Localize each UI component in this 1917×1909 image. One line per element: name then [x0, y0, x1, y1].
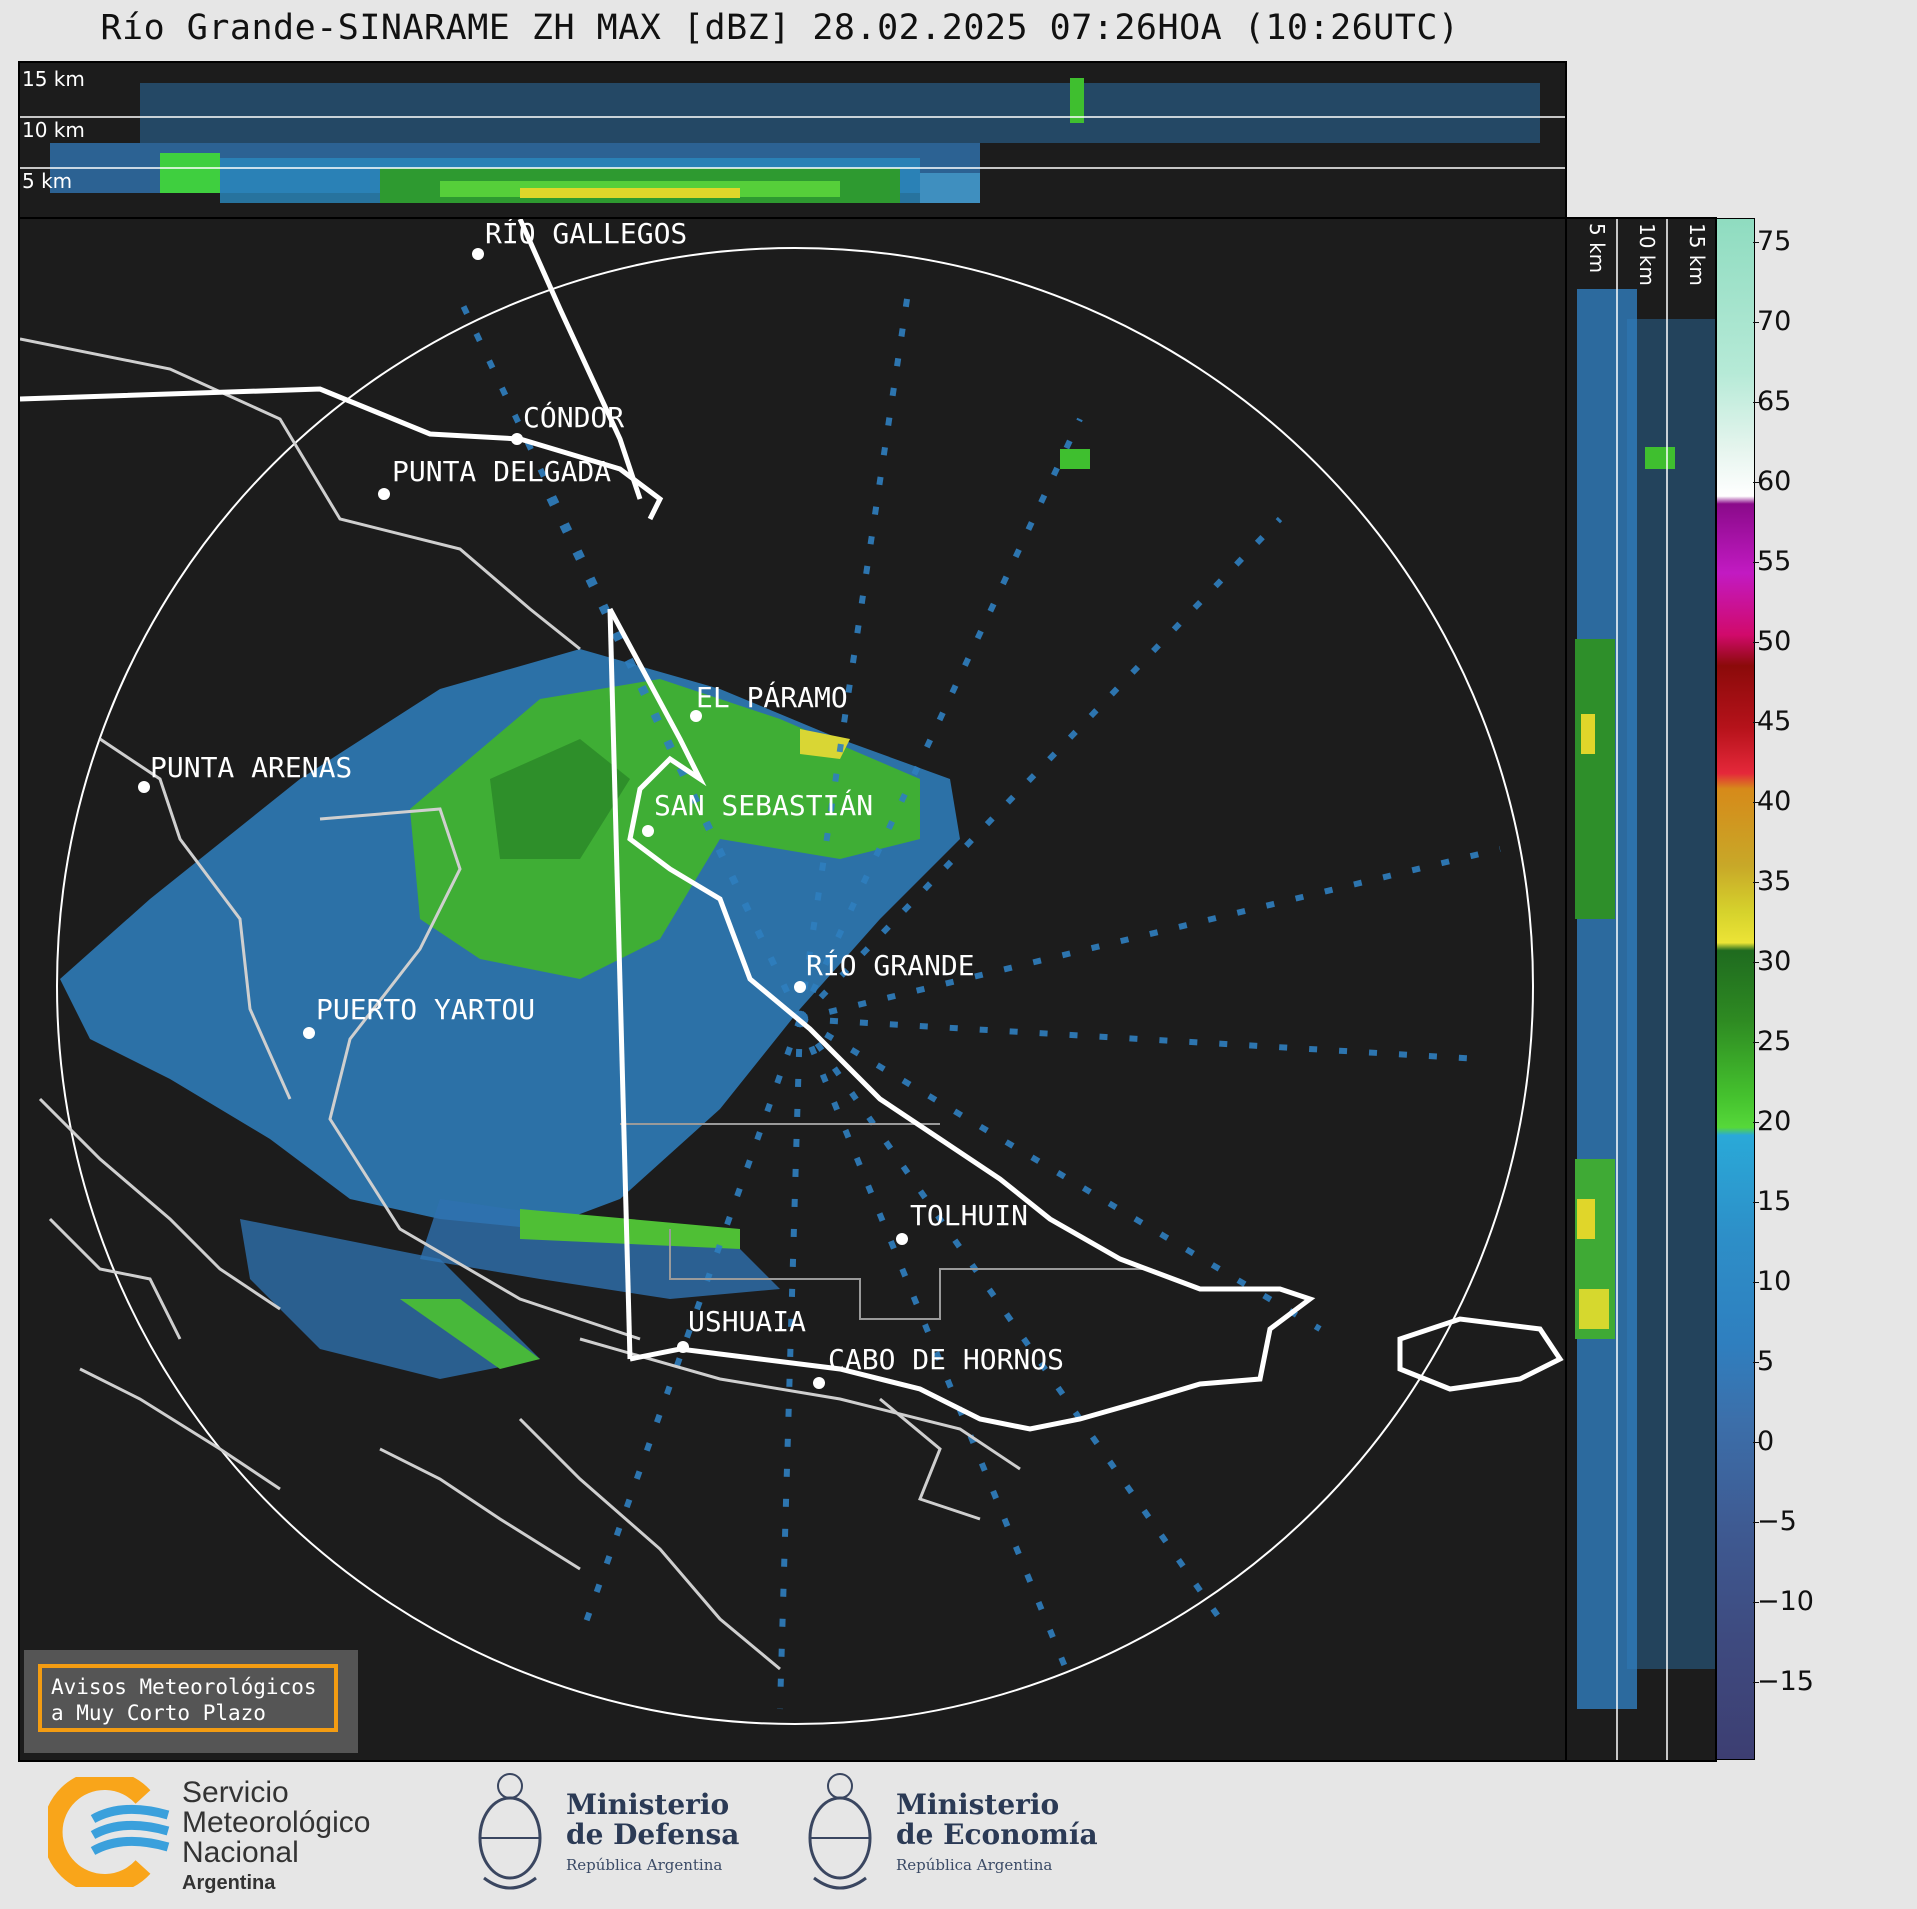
colorbar-tick: 60: [1752, 466, 1792, 497]
smn-logo-text: Servicio Meteorológico Nacional Argentin…: [182, 1778, 370, 1898]
city-label-condor: CÓNDOR: [523, 400, 624, 434]
colorbar-tick: 75: [1752, 226, 1792, 257]
city-dot-condor: [511, 433, 523, 445]
city-dot-ushuaia: [677, 1341, 689, 1353]
notice-line-2: a Muy Corto Plazo: [51, 1701, 266, 1725]
city-label-punta-delgada: PUNTA DELGADA: [392, 455, 611, 488]
colorbar-tick: 20: [1752, 1106, 1792, 1137]
city-label-el-paramo: EL PÁRAMO: [696, 680, 848, 714]
side-altitude-label-5km: 5 km: [1585, 223, 1609, 274]
defensa-line-2: de Defensa: [566, 1818, 740, 1851]
city-label-rio-grande: RÍO GRANDE: [806, 948, 975, 982]
radar-map: RÍO GALLEGOS CÓNDOR PUNTA DELGADA EL PÁR…: [20, 219, 1564, 1725]
economia-line-1: Ministerio: [896, 1788, 1060, 1821]
coastlines: [20, 337, 1021, 1671]
colorbar-tick: 70: [1752, 306, 1792, 337]
colorbar-tick: 45: [1752, 706, 1792, 737]
smn-line-1: Servicio: [182, 1776, 289, 1809]
side-altitude-label-10km: 10 km: [1635, 223, 1659, 286]
economia-coat-of-arms-icon: [808, 1773, 872, 1890]
city-dot-el-paramo: [690, 710, 702, 722]
city-dot-punta-arenas: [138, 781, 150, 793]
radial-spikes: [457, 278, 1501, 1710]
reflectivity-echoes: [60, 449, 1090, 1379]
page-title: Río Grande-SINARAME ZH MAX [dBZ] 28.02.2…: [100, 8, 1460, 48]
side-cross-section-panel: 5 km 10 km 15 km: [1565, 217, 1717, 1762]
city-dot-san-sebastian: [642, 825, 654, 837]
city-label-ushuaia: USHUAIA: [688, 1305, 806, 1338]
altitude-label-5km: 5 km: [22, 169, 73, 193]
city-label-cabo-de-hornos: CABO DE HORNOS: [828, 1343, 1064, 1376]
city-label-tolhuin: TOLHUIN: [910, 1199, 1028, 1232]
city-label-puerto-yartou: PUERTO YARTOU: [316, 993, 535, 1026]
city-label-san-sebastian: SAN SEBASTIÁN: [654, 788, 873, 822]
economia-line-2: de Economía: [896, 1818, 1098, 1851]
colorbar-tick: 55: [1752, 546, 1792, 577]
short-term-warnings-frame: Avisos Meteorológicos a Muy Corto Plazo: [38, 1664, 338, 1732]
smn-logo-icon: [48, 1777, 170, 1887]
smn-line-2: Meteorológico: [182, 1806, 371, 1839]
reflectivity-colorbar: [1716, 218, 1755, 1760]
defensa-line-1: Ministerio: [566, 1788, 730, 1821]
city-label-punta-arenas: PUNTA ARENAS: [150, 751, 352, 784]
colorbar-tick: −5: [1753, 1506, 1797, 1537]
city-label-rio-gallegos: RÍO GALLEGOS: [485, 219, 687, 250]
colorbar-tick: 15: [1752, 1186, 1792, 1217]
city-dot-punta-delgada: [378, 488, 390, 500]
colorbar-tick: 0: [1752, 1426, 1775, 1457]
defensa-logo-text: Ministerio de Defensa República Argentin…: [566, 1790, 739, 1880]
range-ring: [56, 247, 1534, 1725]
city-dot-tolhuin: [896, 1233, 908, 1245]
radar-map-panel: RÍO GALLEGOS CÓNDOR PUNTA DELGADA EL PÁR…: [18, 217, 1567, 1762]
colorbar-tick: 40: [1752, 786, 1792, 817]
economia-line-3: República Argentina: [896, 1856, 1053, 1874]
smn-line-4: Argentina: [182, 1872, 276, 1894]
colorbar-tick: 50: [1752, 626, 1792, 657]
altitude-label-15km: 15 km: [22, 67, 85, 91]
border-lines: [20, 219, 1564, 1432]
city-dot-rio-grande: [794, 981, 806, 993]
economia-logo-text: Ministerio de Economía República Argenti…: [896, 1790, 1098, 1880]
top-cross-section-plot: [20, 78, 1565, 203]
short-term-warnings-box[interactable]: Avisos Meteorológicos a Muy Corto Plazo: [24, 1650, 358, 1753]
city-dot-cabo-de-hornos: [813, 1377, 825, 1389]
province-lines: [620, 1123, 1150, 1320]
colorbar-tick: 65: [1752, 386, 1792, 417]
defensa-line-3: República Argentina: [566, 1856, 723, 1874]
colorbar-tick: 30: [1752, 946, 1792, 977]
colorbar-tick: −10: [1753, 1586, 1814, 1617]
notice-line-1: Avisos Meteorológicos: [51, 1675, 317, 1699]
colorbar-tick: 10: [1752, 1266, 1792, 1297]
city-dot-puerto-yartou: [303, 1027, 315, 1039]
side-cross-section-plot: [1575, 219, 1715, 1760]
top-cross-section-panel: 15 km 10 km 5 km: [18, 61, 1567, 219]
smn-line-3: Nacional: [182, 1836, 299, 1869]
altitude-label-10km: 10 km: [22, 118, 85, 142]
city-dot-rio-gallegos: [472, 248, 484, 260]
side-altitude-label-15km: 15 km: [1685, 223, 1709, 286]
colorbar-tick: 35: [1752, 866, 1792, 897]
colorbar-tick: 25: [1752, 1026, 1792, 1057]
colorbar-tick: −15: [1753, 1666, 1814, 1697]
colorbar-tick: 5: [1752, 1346, 1775, 1377]
city-markers: [138, 248, 908, 1389]
defensa-coat-of-arms-icon: [478, 1773, 542, 1890]
